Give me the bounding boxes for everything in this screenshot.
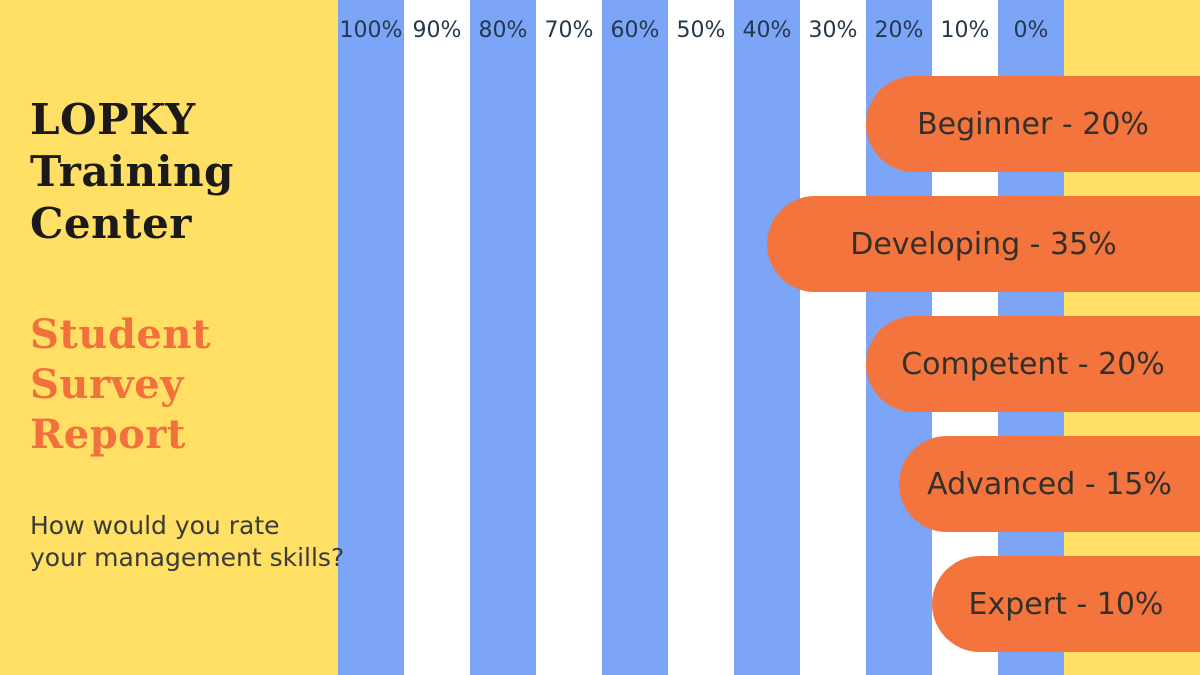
question-line: How would you rate bbox=[30, 511, 280, 540]
report-subtitle: Student Survey Report bbox=[30, 310, 330, 460]
axis-stripe: 50% bbox=[668, 0, 734, 675]
subtitle-line: Report bbox=[30, 411, 186, 458]
axis-tick-label: 60% bbox=[610, 18, 660, 43]
axis-stripe: 40% bbox=[734, 0, 800, 675]
question-line: your management skills? bbox=[30, 543, 345, 572]
title-line: Center bbox=[30, 199, 192, 248]
subtitle-line: Survey bbox=[30, 361, 184, 408]
axis-tick-label: 20% bbox=[874, 18, 924, 43]
axis-tick-label: 40% bbox=[742, 18, 792, 43]
axis-tick-label: 30% bbox=[808, 18, 858, 43]
axis-stripe: 60% bbox=[602, 0, 668, 675]
bar-competent: Competent - 20% bbox=[866, 316, 1200, 412]
title-line: LOPKY bbox=[30, 95, 196, 144]
axis-tick-label: 100% bbox=[339, 18, 403, 43]
page-title: LOPKY Training Center bbox=[30, 94, 330, 250]
bar-label: Competent - 20% bbox=[901, 346, 1165, 382]
axis-tick-label: 70% bbox=[544, 18, 594, 43]
bar-label: Beginner - 20% bbox=[917, 106, 1149, 142]
bar-beginner: Beginner - 20% bbox=[866, 76, 1200, 172]
subtitle-line: Student bbox=[30, 311, 211, 358]
bar-label: Advanced - 15% bbox=[927, 466, 1172, 502]
axis-tick-label: 90% bbox=[412, 18, 462, 43]
bar-advanced: Advanced - 15% bbox=[899, 436, 1200, 532]
axis-tick-label: 0% bbox=[1013, 18, 1049, 43]
axis-stripe: 30% bbox=[800, 0, 866, 675]
bar-expert: Expert - 10% bbox=[932, 556, 1200, 652]
axis-tick-label: 10% bbox=[940, 18, 990, 43]
bar-label: Expert - 10% bbox=[968, 586, 1164, 622]
axis-tick-label: 80% bbox=[478, 18, 528, 43]
axis-tick-label: 50% bbox=[676, 18, 726, 43]
axis-stripe: 90% bbox=[404, 0, 470, 675]
axis-stripe: 100% bbox=[338, 0, 404, 675]
survey-question: How would you rate your management skill… bbox=[30, 510, 350, 574]
bar-label: Developing - 35% bbox=[850, 226, 1117, 262]
title-line: Training bbox=[30, 147, 234, 196]
bar-developing: Developing - 35% bbox=[767, 196, 1200, 292]
axis-stripe: 80% bbox=[470, 0, 536, 675]
axis-stripe: 70% bbox=[536, 0, 602, 675]
